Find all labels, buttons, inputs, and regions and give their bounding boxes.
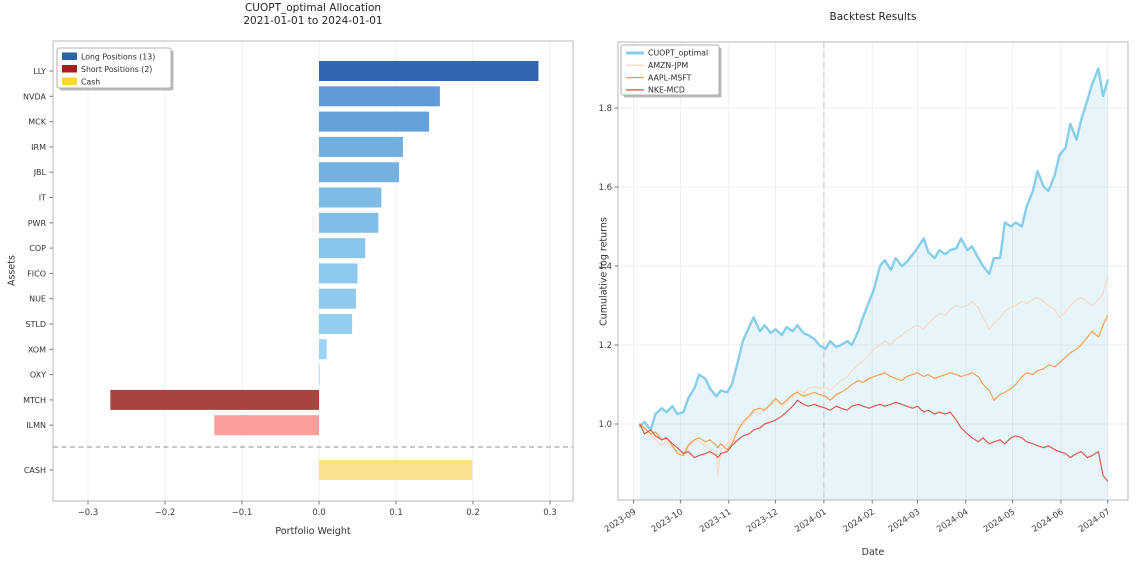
legend-swatch-short (62, 65, 77, 73)
asset-label-MTCH: MTCH (23, 396, 46, 405)
asset-label-IT: IT (39, 194, 46, 203)
asset-label-FICO: FICO (27, 269, 46, 278)
bar-XOM (319, 339, 327, 360)
x-tick-label: −0.1 (232, 508, 253, 518)
legend-swatch-cash (62, 77, 77, 85)
bar-LLY (319, 61, 539, 81)
asset-label-OXY: OXY (30, 371, 46, 380)
bar-CASH (319, 460, 473, 480)
x-tick-label: 2023-12 (745, 507, 780, 535)
x-tick-label: 0.0 (312, 508, 326, 518)
x-tick-label: 0.1 (389, 508, 403, 518)
allocation-chart: −0.3 −0.2 −0.1 0.0 0.1 0.2 0.3 LLY NVDA MCK IRM JBL… (23, 40, 574, 518)
y-tick-label: 1.6 (598, 183, 612, 193)
legend-label: Long Positions (13) (81, 53, 155, 62)
asset-label-PWR: PWR (28, 219, 47, 228)
asset-label-XOM: XOM (28, 345, 46, 354)
asset-label-NVDA: NVDA (23, 92, 46, 101)
x-tick-label: 2023-10 (650, 507, 685, 535)
legend-label: AAPL-MSFT (648, 73, 692, 82)
asset-label-CASH: CASH (24, 466, 46, 475)
bar-OXY (319, 364, 320, 385)
series-line-AMZN-JPM (639, 275, 1109, 477)
y-tick-label: 1.0 (598, 420, 612, 430)
series-line-CUOPT_optimal (638, 67, 1109, 432)
legend-box (56, 47, 172, 89)
legend-label: Cash (81, 78, 100, 87)
y-tick-label: 1.4 (598, 262, 612, 272)
asset-label-IRM: IRM (31, 143, 46, 152)
x-tick-label: 0.3 (543, 508, 557, 518)
x-tick-label: 2024-03 (887, 507, 922, 535)
series-line-NKE-MCD (639, 399, 1109, 482)
x-tick-label: 2023-09 (603, 507, 638, 535)
bar-IRM (319, 136, 403, 157)
bar-NUE (319, 288, 356, 309)
backtest-chart: 2023-09 2023-10 2023-11 2023-12 2024-01 2024-… (598, 41, 1129, 535)
asset-label-NUE: NUE (29, 295, 46, 304)
allocation-legend: Long Positions (13) Short Positions (2) Ca… (56, 47, 174, 91)
bar-JBL (319, 162, 400, 183)
bar-MTCH (110, 389, 319, 410)
x-tick-label: 0.2 (466, 508, 480, 518)
asset-label-COP: COP (29, 244, 46, 253)
x-tick-label: 2024-07 (1077, 507, 1112, 535)
bar-COP (319, 238, 366, 259)
x-tick-label: 2024-04 (935, 507, 970, 535)
bar-IT (319, 187, 382, 208)
backtest-legend: CUOPT_optimal AMZN-JPM AAPL-MSFT NKE-MCD (620, 44, 722, 98)
legend-label: AMZN-JPM (648, 61, 688, 70)
cuopt-fill-area (639, 68, 1108, 500)
x-tick-label: 2024-01 (793, 507, 828, 535)
legend-label: CUOPT_optimal (648, 49, 708, 58)
legend-swatch-long (62, 52, 77, 60)
bar-STLD (319, 314, 353, 334)
bar-PWR (319, 212, 379, 233)
asset-label-LLY: LLY (33, 67, 46, 76)
bar-FICO (319, 263, 358, 284)
bar-MCK (319, 111, 430, 132)
x-tick-label: −0.2 (155, 508, 176, 518)
bar-ILMN (214, 415, 319, 436)
asset-label-ILMN: ILMN (26, 421, 46, 430)
bar-NVDA (319, 86, 440, 107)
y-tick-label: 1.2 (598, 341, 612, 351)
asset-label-STLD: STLD (25, 320, 46, 329)
x-tick-label: 2024-06 (1030, 507, 1065, 535)
asset-label-JBL: JBL (33, 168, 47, 177)
legend-label: NKE-MCD (648, 86, 685, 95)
legend-label: Short Positions (2) (81, 65, 152, 74)
axes-frame (52, 40, 574, 502)
x-tick-label: 2024-02 (842, 507, 877, 535)
y-tick-label: 1.8 (598, 104, 612, 114)
x-tick-label: 2024-05 (982, 507, 1017, 535)
axes-frame (617, 41, 1129, 501)
legend-box (620, 44, 720, 96)
x-tick-label: 2023-11 (698, 507, 733, 535)
x-tick-label: −0.3 (78, 508, 99, 518)
series-line-AAPL-MSFT (639, 314, 1109, 457)
asset-label-MCK: MCK (28, 118, 46, 127)
